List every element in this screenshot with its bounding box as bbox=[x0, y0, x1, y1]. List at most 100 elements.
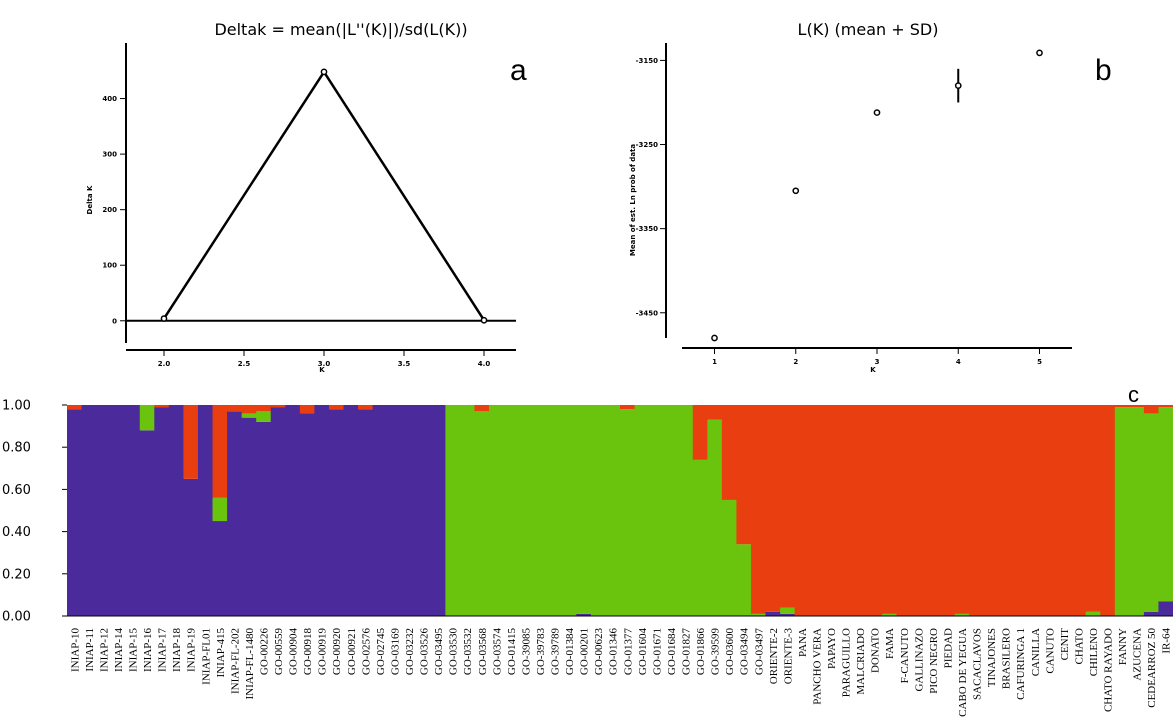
bar-segment bbox=[212, 521, 228, 616]
bar-segment bbox=[227, 405, 243, 412]
panel-c: c 0.000.200.400.600.801.00 INIAP-10 INIAP… bbox=[2, 382, 1173, 717]
sample-label: CHATO RAYADO bbox=[1103, 628, 1115, 712]
bar-segment bbox=[430, 405, 446, 616]
bar-segment bbox=[532, 405, 548, 616]
panel-a-x-tick-label: 4.0 bbox=[478, 360, 491, 368]
bar-segment bbox=[168, 405, 185, 616]
sample-label: GO-00919 bbox=[317, 628, 329, 676]
sample-label: CENIT bbox=[1059, 628, 1071, 661]
bar-segment bbox=[227, 411, 243, 616]
panel-a-ylabel: Delta K bbox=[86, 185, 94, 214]
panel-b-x-tick-label: 1 bbox=[712, 358, 717, 366]
bar-segment bbox=[299, 413, 315, 616]
panel-b-y-tick-label: -3450 bbox=[636, 309, 659, 317]
sample-label: GO-00623 bbox=[593, 628, 605, 676]
panel-a-x-tick-label: 2.0 bbox=[158, 360, 171, 368]
sample-label: CAFURINGA 1 bbox=[1015, 628, 1027, 700]
panel-c-y-tick-label: 0.60 bbox=[2, 483, 31, 498]
panel-b-point bbox=[954, 82, 962, 89]
bar-segment bbox=[328, 405, 345, 410]
bar-segment bbox=[241, 405, 257, 414]
sample-label: INIAP-10 bbox=[69, 628, 81, 672]
sample-label: INIAP-15 bbox=[127, 628, 139, 672]
panel-b-axes: -3450 -3350 -3250 -3150 1 2 3 4 5 bbox=[636, 43, 1072, 366]
bar-segment bbox=[838, 405, 854, 616]
bar-segment bbox=[110, 405, 126, 616]
sample-label: CANUTO bbox=[1044, 628, 1056, 674]
bar-segment bbox=[256, 405, 272, 412]
bar-segment bbox=[183, 405, 199, 479]
bar-segment bbox=[663, 405, 679, 616]
sample-label: GO-03574 bbox=[491, 628, 503, 676]
sample-label: INIAP-16 bbox=[142, 628, 154, 672]
bar-segment bbox=[139, 405, 155, 431]
sample-label: ORIENTE-2 bbox=[768, 628, 780, 684]
sample-label: GO-00559 bbox=[273, 628, 285, 676]
bar-segment bbox=[1042, 405, 1058, 616]
bar-segment bbox=[881, 613, 898, 616]
sample-label: GO-03526 bbox=[419, 628, 431, 676]
bar-segment bbox=[1158, 407, 1173, 602]
sample-label: GO-02576 bbox=[360, 628, 372, 676]
panel-a-x-tick-label: 3.0 bbox=[318, 360, 331, 368]
sample-label: GO-01384 bbox=[564, 628, 576, 676]
bar-segment bbox=[270, 407, 286, 616]
sample-label: INIAP-FL01 bbox=[200, 628, 212, 685]
panel-a-x-tick-label: 3.5 bbox=[398, 360, 411, 368]
bar-segment bbox=[707, 405, 723, 420]
bar-segment bbox=[940, 405, 956, 616]
bar-segment bbox=[998, 405, 1014, 616]
sample-label: PAPAYO bbox=[826, 628, 838, 669]
bar-segment bbox=[692, 405, 708, 460]
sample-label: INIAP-14 bbox=[113, 628, 125, 672]
bar-segment bbox=[256, 411, 272, 422]
panel-a-y-tick-label: 400 bbox=[102, 95, 117, 103]
bar-segment bbox=[212, 497, 228, 522]
sample-label: GO-03600 bbox=[724, 628, 736, 676]
bar-segment bbox=[1085, 405, 1101, 612]
panel-a-y-tick-label: 0 bbox=[112, 317, 117, 325]
bar-segment bbox=[67, 409, 83, 616]
sample-label: INIAP-FL-1480 bbox=[244, 628, 256, 700]
bar-segment bbox=[183, 478, 199, 616]
panel-b: L(K) (mean + SD) b Mean of est. Ln prob … bbox=[629, 20, 1112, 374]
bar-segment bbox=[154, 405, 170, 408]
bar-segment bbox=[750, 613, 767, 616]
bar-segment bbox=[1129, 405, 1145, 408]
panel-b-point bbox=[711, 334, 718, 342]
bar-segment bbox=[707, 419, 723, 616]
sample-label: MALCRIADO bbox=[855, 628, 867, 695]
bar-segment bbox=[67, 405, 83, 410]
sample-label: SACACLAVOS bbox=[972, 628, 984, 700]
bar-segment bbox=[1129, 407, 1145, 616]
sample-label: AZUCENA bbox=[1132, 628, 1144, 681]
bar-segment bbox=[561, 405, 577, 616]
bar-segment bbox=[721, 499, 738, 616]
bar-segment bbox=[547, 405, 563, 616]
panel-c-sample-labels: INIAP-10 INIAP-11 INIAP-12 INIAP-14 INIAP-15… bbox=[69, 628, 1172, 717]
panel-c-y-tick-label: 0.20 bbox=[2, 567, 31, 582]
bar-segment bbox=[285, 405, 301, 616]
bar-segment bbox=[1012, 405, 1029, 616]
sample-label: FANNY bbox=[1117, 628, 1129, 665]
bar-segment bbox=[474, 411, 490, 616]
sample-label: CHATO bbox=[1073, 628, 1085, 665]
sample-label: CANILLA bbox=[1030, 628, 1042, 676]
bar-segment bbox=[1143, 413, 1160, 612]
panel-b-point bbox=[1036, 49, 1043, 57]
bar-segment bbox=[736, 405, 752, 545]
bar-segment bbox=[125, 405, 141, 616]
bar-segment bbox=[328, 409, 345, 616]
bar-segment bbox=[1143, 611, 1160, 616]
sample-label: PARAGUILLO bbox=[841, 628, 853, 697]
bar-segment bbox=[983, 405, 999, 616]
sample-label: GO-03494 bbox=[739, 628, 751, 676]
bar-segment bbox=[823, 405, 839, 616]
bar-segment bbox=[1158, 601, 1173, 616]
panel-a-y-tick-label: 200 bbox=[102, 206, 117, 214]
bar-segment bbox=[780, 405, 796, 608]
panel-c-y-tick-label: 0.80 bbox=[2, 441, 31, 456]
sample-label: INIAP-18 bbox=[171, 628, 183, 672]
sample-label: GO-01377 bbox=[622, 628, 634, 676]
